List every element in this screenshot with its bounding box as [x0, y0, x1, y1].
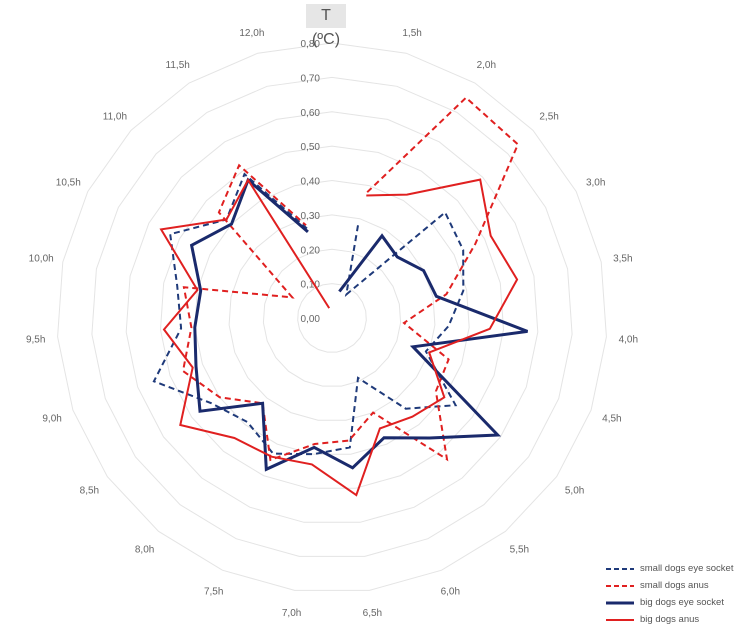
r-tick-label: 0,50 — [301, 142, 321, 153]
series-line — [181, 96, 520, 462]
legend-swatch-small-eye — [606, 567, 634, 570]
radial-tick-labels: 0,00 0,10 0,20 0,30 0,40 0,50 0,60 0,70 0,80 — [301, 39, 321, 325]
category-label: 11,0h — [103, 111, 127, 122]
r-tick-label: 0,10 — [301, 280, 321, 291]
category-label: 6,5h — [363, 608, 382, 619]
r-tick-label: 0,80 — [301, 39, 321, 50]
legend-swatch-small-anus — [606, 584, 634, 587]
category-labels: 1,5h 2,0h 2,5h 3,0h 3,5h 4,0h 4,5h 5,0h 5,5h 6,0h… — [26, 28, 638, 619]
legend-swatch-big-eye — [606, 601, 634, 604]
category-label: 11,5h — [166, 60, 190, 71]
category-label: 2,0h — [477, 60, 496, 71]
radar-grid — [57, 42, 607, 591]
grid-ring — [91, 76, 573, 557]
category-label: 3,5h — [613, 254, 632, 265]
grid-ring — [262, 248, 402, 387]
category-label: 5,0h — [565, 485, 584, 496]
legend: small dogs eye socket small dogs anus bi… — [606, 560, 740, 628]
grid-ring — [228, 214, 436, 421]
category-label: 4,0h — [619, 334, 638, 345]
category-label: 2,5h — [539, 111, 558, 122]
legend-label-small-anus: small dogs anus — [640, 580, 709, 591]
legend-swatch-big-anus — [606, 618, 634, 621]
category-label: 8,5h — [80, 485, 99, 496]
legend-label-small-eye: small dogs eye socket — [640, 563, 734, 574]
series-line — [159, 178, 519, 497]
r-tick-label: 0,00 — [301, 314, 321, 325]
grid-ring — [57, 42, 607, 591]
series-line — [189, 177, 529, 472]
category-label: 12,0h — [239, 28, 264, 39]
grid-ring — [125, 111, 539, 523]
category-label: 10,0h — [29, 254, 54, 265]
r-tick-label: 0,70 — [301, 73, 321, 84]
category-label: 8,0h — [135, 544, 154, 555]
category-label: 1,5h — [402, 28, 421, 39]
legend-item-small-eye: small dogs eye socket — [606, 560, 740, 577]
grid-ring — [194, 179, 470, 455]
category-label: 10,5h — [56, 177, 81, 188]
category-label: 7,0h — [282, 608, 301, 619]
series-lines — [152, 96, 529, 497]
legend-item-big-anus: big dogs anus — [606, 611, 740, 628]
legend-label-big-anus: big dogs anus — [640, 614, 700, 625]
legend-label-big-eye: big dogs eye socket — [640, 597, 724, 608]
category-label: 9,0h — [42, 414, 61, 425]
legend-item-big-eye: big dogs eye socket — [606, 594, 740, 611]
r-tick-label: 0,60 — [301, 108, 321, 119]
r-tick-label: 0,20 — [301, 245, 321, 256]
category-label: 4,5h — [602, 414, 621, 425]
grid-ring — [297, 283, 367, 353]
category-label: 6,0h — [441, 586, 460, 597]
category-label: 3,0h — [586, 177, 605, 188]
r-tick-label: 0,30 — [301, 211, 321, 222]
category-label: 9,5h — [26, 334, 45, 345]
series-line — [152, 172, 465, 456]
r-tick-label: 0,40 — [301, 177, 321, 188]
category-label: 5,5h — [510, 544, 529, 555]
category-label: 7,5h — [204, 586, 223, 597]
unit-label: T (ºC) — [306, 4, 346, 48]
legend-item-small-anus: small dogs anus — [606, 577, 740, 594]
